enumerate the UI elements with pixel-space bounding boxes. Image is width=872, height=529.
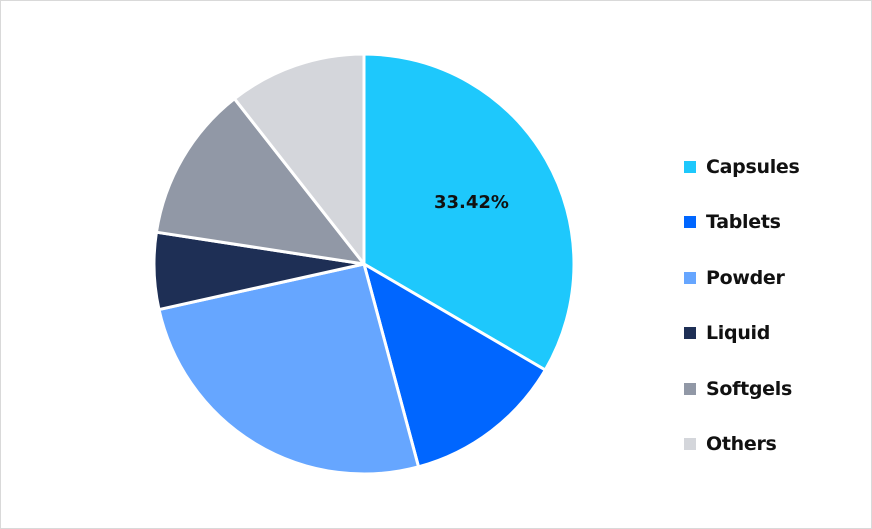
legend-swatch-icon — [684, 438, 696, 451]
legend-item-softgels: Softgels — [684, 361, 800, 417]
pie-slice-others — [232, 52, 366, 266]
pie-slice-tablets — [362, 262, 547, 469]
legend-swatch-icon — [684, 271, 696, 284]
legend-item-others: Others — [684, 417, 800, 473]
pie-slice-softgels — [154, 97, 366, 266]
legend-item-liquid: Liquid — [684, 306, 800, 362]
legend-swatch-icon — [684, 160, 696, 173]
capsules-data-label: 33.42% — [434, 192, 509, 213]
legend-item-capsules: Capsules — [684, 139, 800, 195]
pie-slice-capsules — [362, 52, 576, 372]
legend-swatch-icon — [684, 382, 696, 395]
legend: Capsules Tablets Powder Liquid Softgels … — [684, 139, 800, 472]
legend-item-powder: Powder — [684, 250, 800, 306]
legend-item-tablets: Tablets — [684, 195, 800, 251]
legend-swatch-icon — [684, 216, 696, 229]
pie-slice-powder — [157, 262, 421, 476]
legend-swatch-icon — [684, 327, 696, 340]
